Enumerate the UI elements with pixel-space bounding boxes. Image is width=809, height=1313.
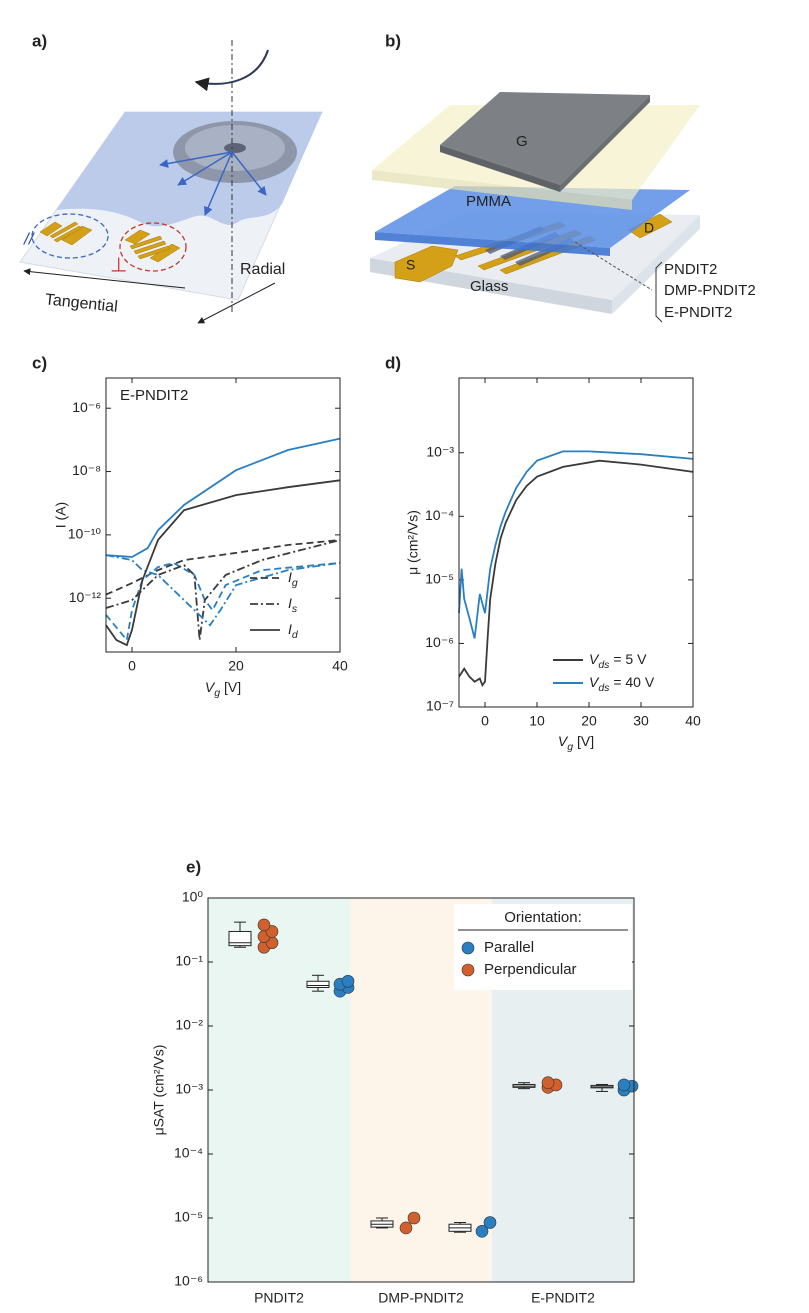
group-band (208, 898, 350, 1282)
legend-label: Id (288, 621, 299, 641)
y-axis-label: μ (cm²/Vs) (405, 510, 421, 575)
y-tick-label: 10⁻⁶ (425, 634, 454, 650)
perpendicular-symbol: ⊥ (110, 254, 127, 276)
y-tick-label: 10⁻⁸ (72, 462, 101, 478)
x-tick-label: 40 (685, 713, 701, 729)
x-tick-label: 40 (332, 658, 348, 674)
tangential-label: Tangential (44, 291, 118, 316)
panel-b-illustration (370, 92, 700, 323)
panel-label: b) (385, 31, 401, 50)
box-body (306, 980, 330, 988)
radial-label: Radial (240, 261, 285, 278)
y-tick-label: 10⁻⁵ (425, 571, 454, 587)
substrate-label: Glass (470, 278, 508, 295)
y-tick-label: 10⁻³ (426, 443, 454, 459)
y-tick-label: 10⁻¹ (175, 953, 203, 969)
y-tick-label: 10⁻³ (175, 1081, 203, 1097)
plot-frame (207, 897, 635, 1283)
plot-frame (105, 377, 341, 653)
semiconductor-label: E-PNDIT2 (664, 304, 732, 321)
legend-title: Orientation: (504, 909, 582, 926)
parallel-symbol: // (23, 229, 36, 248)
x-tick-label: 20 (581, 713, 597, 729)
series-line (105, 437, 341, 558)
panel-label: e) (186, 857, 201, 876)
series-line (105, 539, 341, 596)
legend-marker (461, 941, 475, 955)
series-line (105, 554, 341, 627)
y-tick-label: 10⁻⁴ (425, 507, 454, 523)
legend-label: Is (288, 595, 298, 615)
chart-line: 10⁻⁷ 10⁻⁶ 10⁻⁵ 10⁻⁴ 10⁻³ 0 10 20 30 40 Vg [V] μ (cm… (405, 377, 701, 753)
x-axis-label: Vg [V] (205, 679, 241, 699)
data-point (617, 1078, 631, 1092)
annotation: E-PNDIT2 (120, 387, 188, 404)
x-tick-label: PNDIT2 (254, 1290, 304, 1306)
x-tick-label: DMP-PNDIT2 (378, 1290, 464, 1306)
x-tick-label: E-PNDIT2 (531, 1290, 595, 1306)
data-point (341, 974, 355, 988)
legend-label: Vds = 5 V (589, 651, 647, 671)
legend-label: Ig (288, 569, 298, 589)
series-line (458, 459, 694, 688)
data-point (483, 1216, 497, 1229)
data-point (257, 918, 271, 932)
panel-a-illustration (19, 40, 323, 324)
legend-marker (461, 963, 475, 977)
panel-label: d) (385, 353, 401, 372)
y-tick-label: 10⁻⁴ (174, 1145, 203, 1161)
series-line (105, 479, 341, 647)
legend-label: Parallel (484, 939, 534, 956)
plot-frame (458, 377, 694, 708)
y-tick-label: 10⁰ (182, 889, 204, 905)
chart-line: 10⁻¹² 10⁻¹⁰ 10⁻⁸ 10⁻⁶ 0 20 40 Vg [V] I (A) E-PNDI… (53, 377, 348, 699)
y-axis-label: I (A) (53, 502, 69, 528)
data-point (541, 1076, 555, 1090)
y-tick-label: 10⁻⁷ (426, 698, 454, 714)
gate-label: G (516, 133, 528, 150)
drain-label: D (644, 220, 654, 236)
legend-label: Perpendicular (484, 961, 577, 978)
data-point (399, 1221, 413, 1235)
legend-label: Vds = 40 V (589, 674, 655, 694)
y-tick-label: 10⁻⁶ (72, 399, 101, 415)
x-tick-label: 0 (481, 713, 489, 729)
x-tick-label: 0 (128, 658, 136, 674)
y-tick-label: 10⁻¹² (69, 589, 102, 605)
x-axis-label: Vg [V] (558, 733, 594, 753)
x-tick-label: 30 (633, 713, 649, 729)
series-line (105, 561, 341, 643)
series-line (458, 450, 694, 639)
semiconductor-label: DMP-PNDIT2 (664, 282, 756, 299)
semiconductor-label: PNDIT2 (664, 261, 717, 278)
source-label: S (406, 257, 415, 273)
x-tick-label: 10 (529, 713, 545, 729)
y-tick-label: 10⁻⁶ (174, 1273, 203, 1289)
data-point (407, 1211, 421, 1225)
series-line (105, 539, 341, 641)
y-axis-label: μSAT (cm²/Vs) (151, 1045, 167, 1136)
box-body (228, 930, 252, 947)
panel-label: a) (32, 31, 47, 50)
y-tick-label: 10⁻¹⁰ (68, 526, 102, 542)
panel-label: c) (32, 353, 47, 372)
y-tick-label: 10⁻⁵ (174, 1209, 203, 1225)
y-tick-label: 10⁻² (175, 1017, 203, 1033)
data-point (475, 1224, 489, 1238)
x-tick-label: 20 (228, 658, 244, 674)
dielectric-label: PMMA (466, 193, 511, 210)
legend-box (454, 904, 632, 990)
chart-box: PNDIT2 DMP-PNDIT2 E-PNDIT2 10⁻⁶ 10⁻⁵ 10⁻⁴ 10⁻³… (151, 889, 639, 1306)
